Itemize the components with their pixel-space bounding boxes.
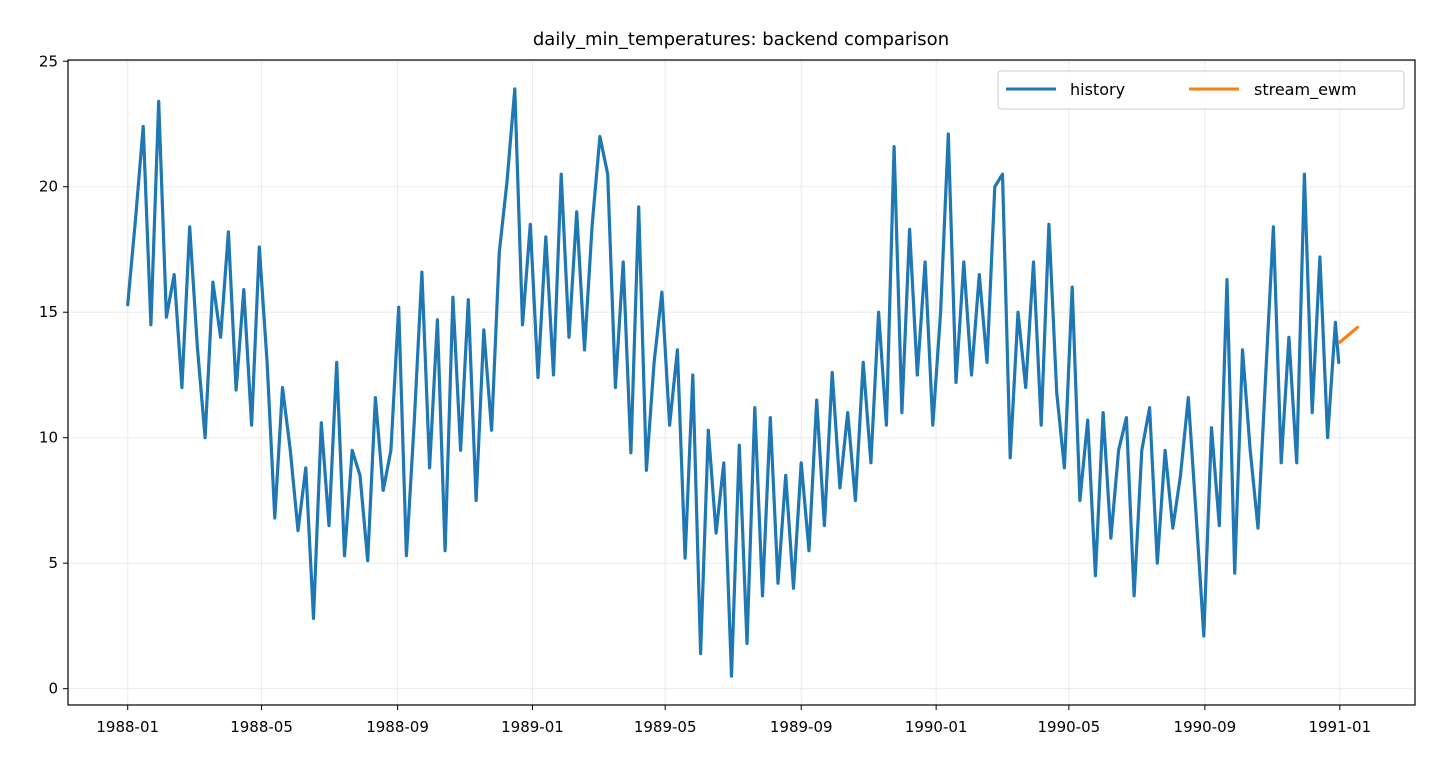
- legend-label-stream-ewm: stream_ewm: [1254, 80, 1357, 100]
- x-tick-label: 1990-05: [1038, 718, 1101, 736]
- x-tick-label: 1989-01: [501, 718, 564, 736]
- y-axis: 0 5 10 15 20 25: [39, 52, 68, 698]
- x-tick-label: 1989-05: [634, 718, 697, 736]
- series-line-stream-ewm: [1338, 325, 1360, 344]
- y-tick-label: 0: [48, 680, 58, 698]
- x-tick-label: 1991-01: [1308, 718, 1371, 736]
- series-layer: [126, 87, 1360, 678]
- x-tick-label: 1990-01: [905, 718, 968, 736]
- y-tick-label: 20: [39, 178, 58, 196]
- chart-title: daily_min_temperatures: backend comparis…: [533, 29, 949, 50]
- y-tick-label: 5: [48, 554, 58, 572]
- series-line-history: [126, 87, 1341, 678]
- x-tick-label: 1989-09: [770, 718, 833, 736]
- plot-frame: [67, 59, 1416, 706]
- legend: history stream_ewm: [997, 70, 1405, 110]
- legend-label-history: history: [1070, 80, 1125, 99]
- grid: [68, 60, 1415, 705]
- y-tick-label: 10: [39, 429, 58, 447]
- x-tick-label: 1988-09: [366, 718, 429, 736]
- x-tick-label: 1990-09: [1174, 718, 1237, 736]
- x-axis: 1988-01 1988-05 1988-09 1989-01 1989-05 1989-…: [96, 705, 1371, 736]
- y-tick-label: 15: [39, 303, 58, 321]
- x-tick-label: 1988-05: [230, 718, 293, 736]
- x-tick-label: 1988-01: [96, 718, 159, 736]
- y-tick-label: 25: [39, 52, 58, 70]
